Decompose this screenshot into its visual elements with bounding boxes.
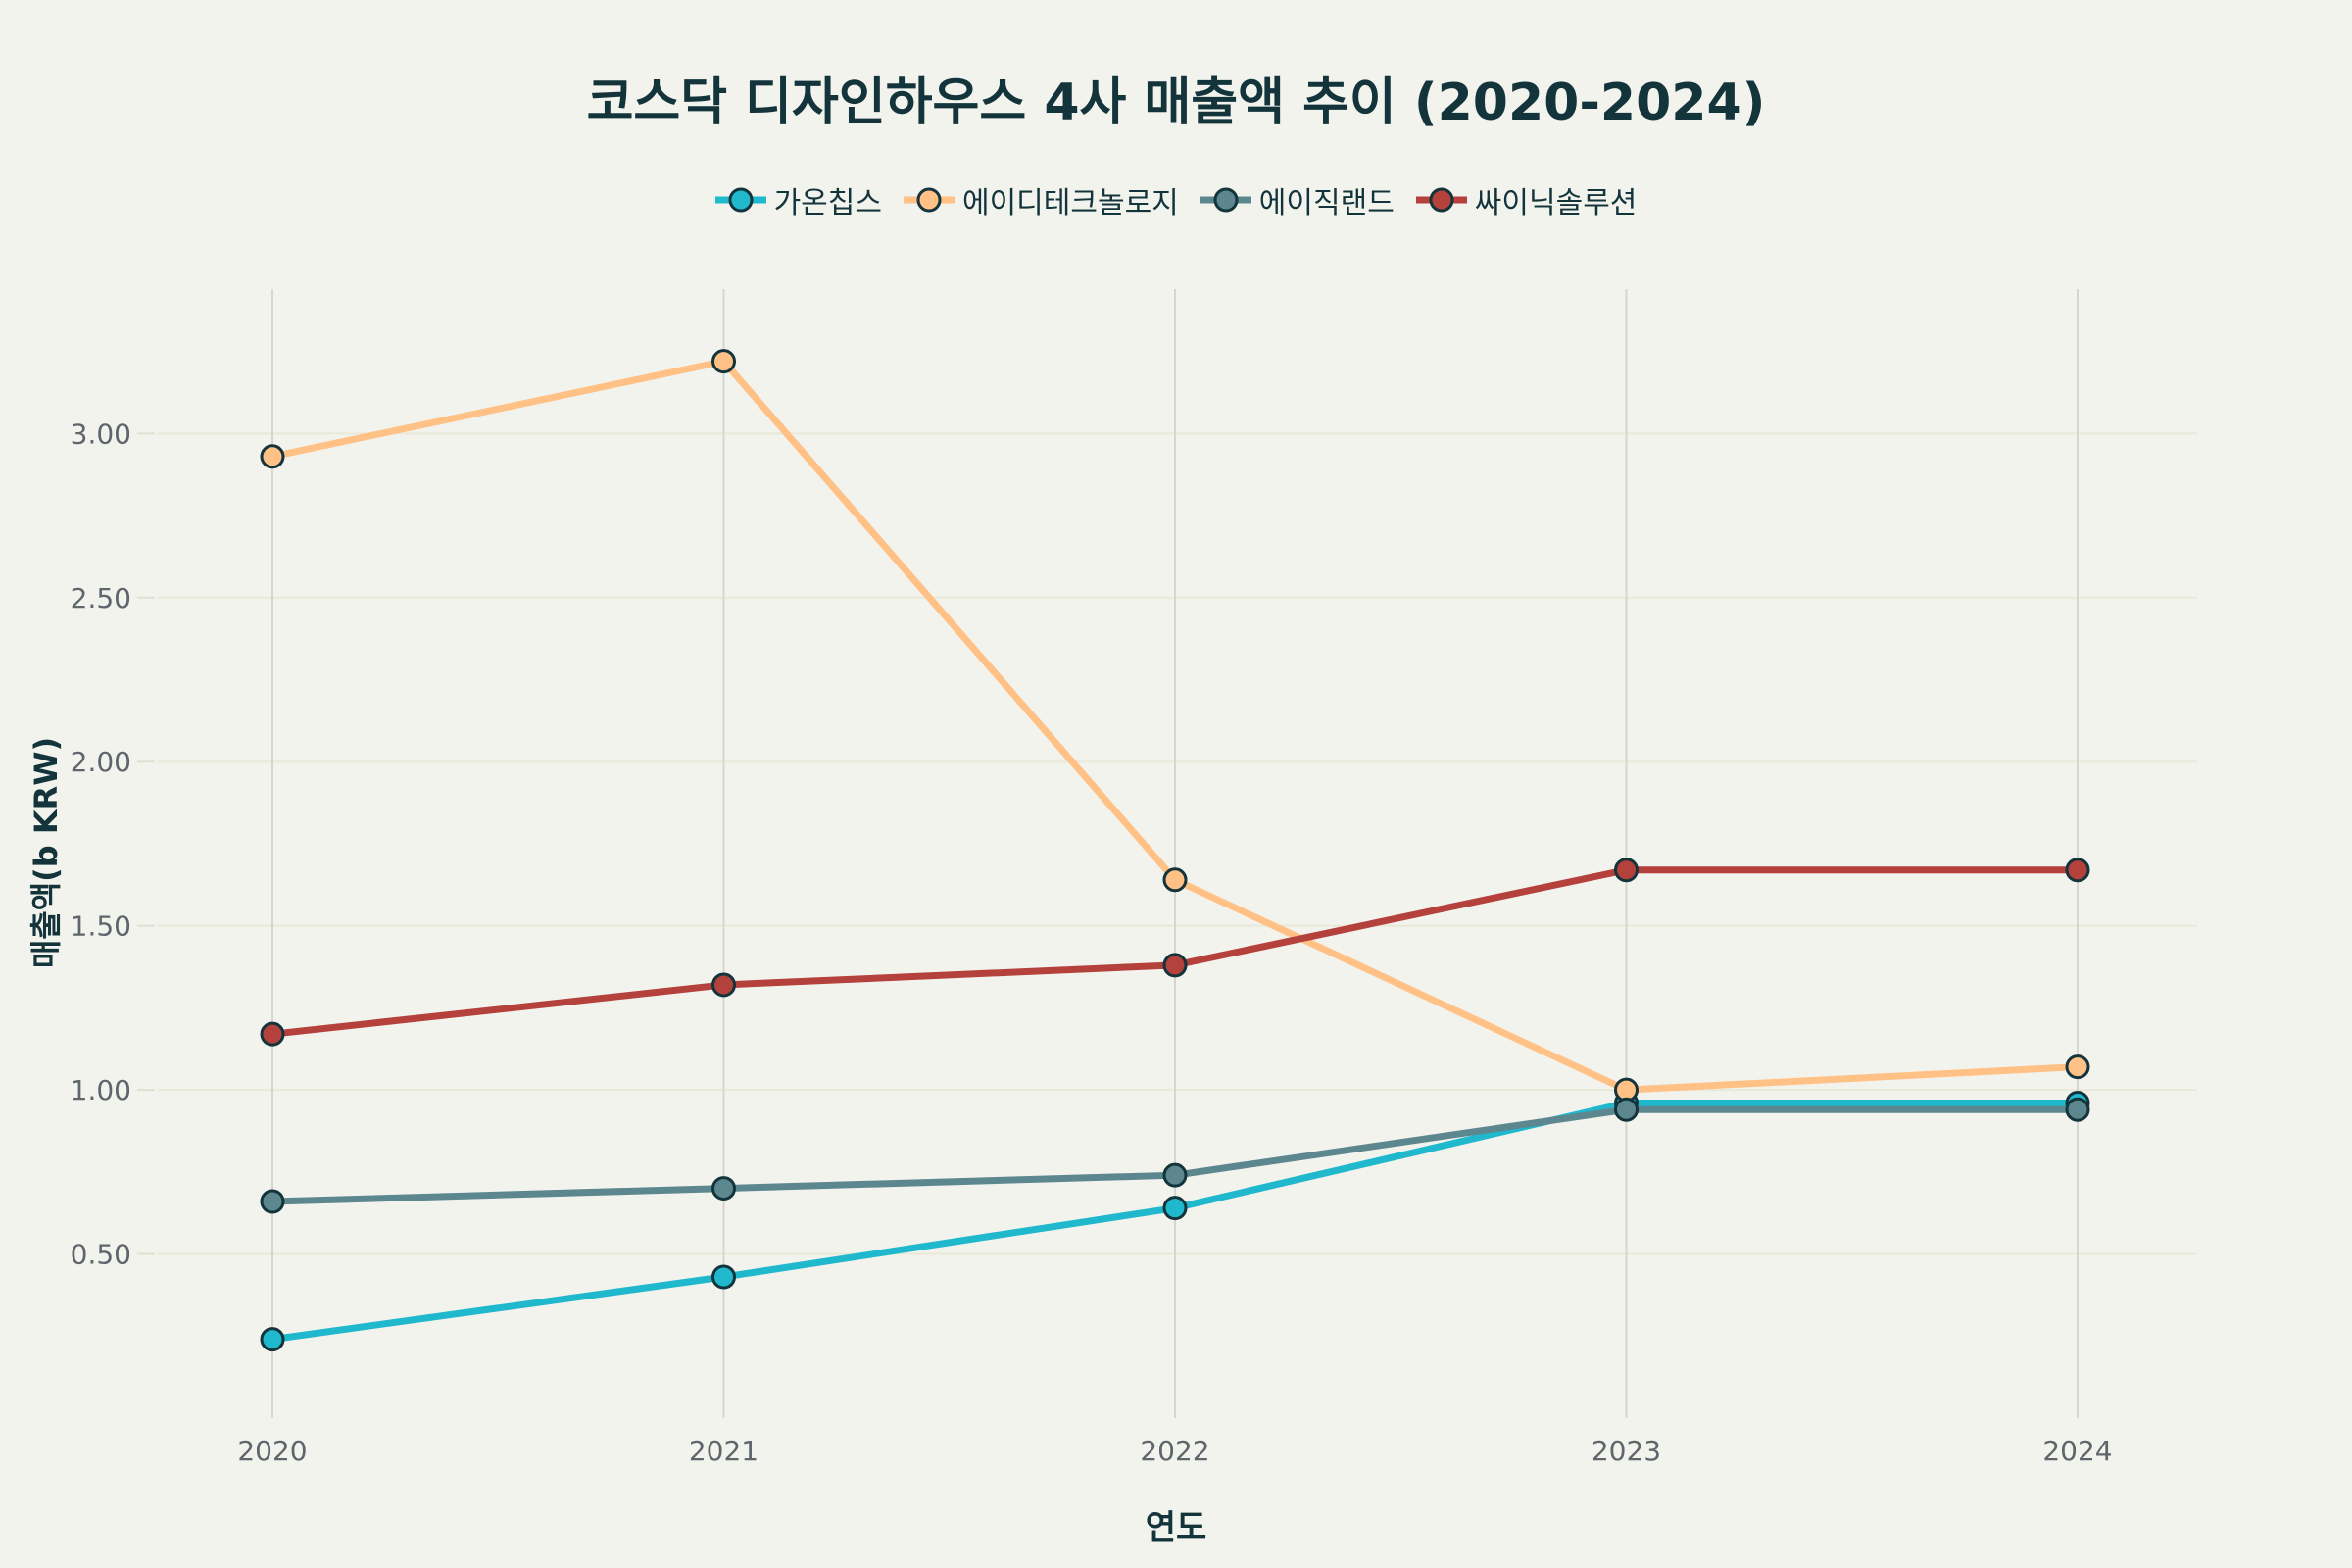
x-tick-label: 2021 <box>689 1435 759 1467</box>
x-tick-label: 2022 <box>1140 1435 1209 1467</box>
data-point <box>1162 953 1188 978</box>
data-point <box>711 1176 736 1201</box>
legend-marker-icon <box>1415 187 1467 213</box>
data-point <box>1162 1162 1188 1188</box>
data-point <box>260 1327 285 1352</box>
data-point <box>2065 1054 2090 1080</box>
y-tick-label: 2.00 <box>71 746 131 778</box>
y-tick-label: 0.50 <box>71 1239 131 1271</box>
legend-label: 에이직랜드 <box>1258 186 1395 220</box>
data-point <box>260 1021 285 1047</box>
data-point <box>1614 1097 1639 1122</box>
x-axis-title: 연도 <box>1146 1508 1207 1547</box>
y-tick-label: 3.00 <box>71 417 131 450</box>
legend-label: 가온칩스 <box>773 186 882 220</box>
legend-item[interactable]: 에이직랜드 <box>1200 178 1395 221</box>
y-tick-label: 1.00 <box>71 1074 131 1106</box>
legend-marker-icon <box>1200 187 1251 213</box>
data-point <box>711 1264 736 1290</box>
y-tick-label: 2.50 <box>71 582 131 614</box>
data-point <box>260 1189 285 1214</box>
legend-marker-icon <box>714 187 766 213</box>
chart-title: 코스닥 디자인하우스 4사 매출액 추이 (2020-2024) <box>586 74 1766 132</box>
legend-marker-icon <box>903 187 955 213</box>
legend-label: 싸이닉솔루션 <box>1474 186 1638 220</box>
data-point <box>1162 1196 1188 1221</box>
y-tick-label: 1.50 <box>71 910 131 943</box>
legend: 가온칩스 에이디테크놀로지 에이직랜드 싸이닉솔루션 <box>0 178 2352 221</box>
legend-item[interactable]: 가온칩스 <box>714 178 882 221</box>
legend-label: 에이디테크놀로지 <box>961 186 1179 220</box>
x-tick-label: 2023 <box>1592 1435 1661 1467</box>
data-point <box>2065 1097 2090 1122</box>
legend-item[interactable]: 에이디테크놀로지 <box>903 178 1179 221</box>
data-point <box>711 972 736 998</box>
data-point <box>260 444 285 469</box>
x-tick-label: 2020 <box>237 1435 307 1467</box>
data-point <box>2065 858 2090 883</box>
x-tick-label: 2024 <box>2042 1435 2112 1467</box>
legend-item[interactable]: 싸이닉솔루션 <box>1415 178 1638 221</box>
data-point <box>1162 867 1188 893</box>
y-axis-title: 매출액(b KRW) <box>27 737 65 968</box>
data-point <box>1614 858 1639 883</box>
data-point <box>711 349 736 374</box>
